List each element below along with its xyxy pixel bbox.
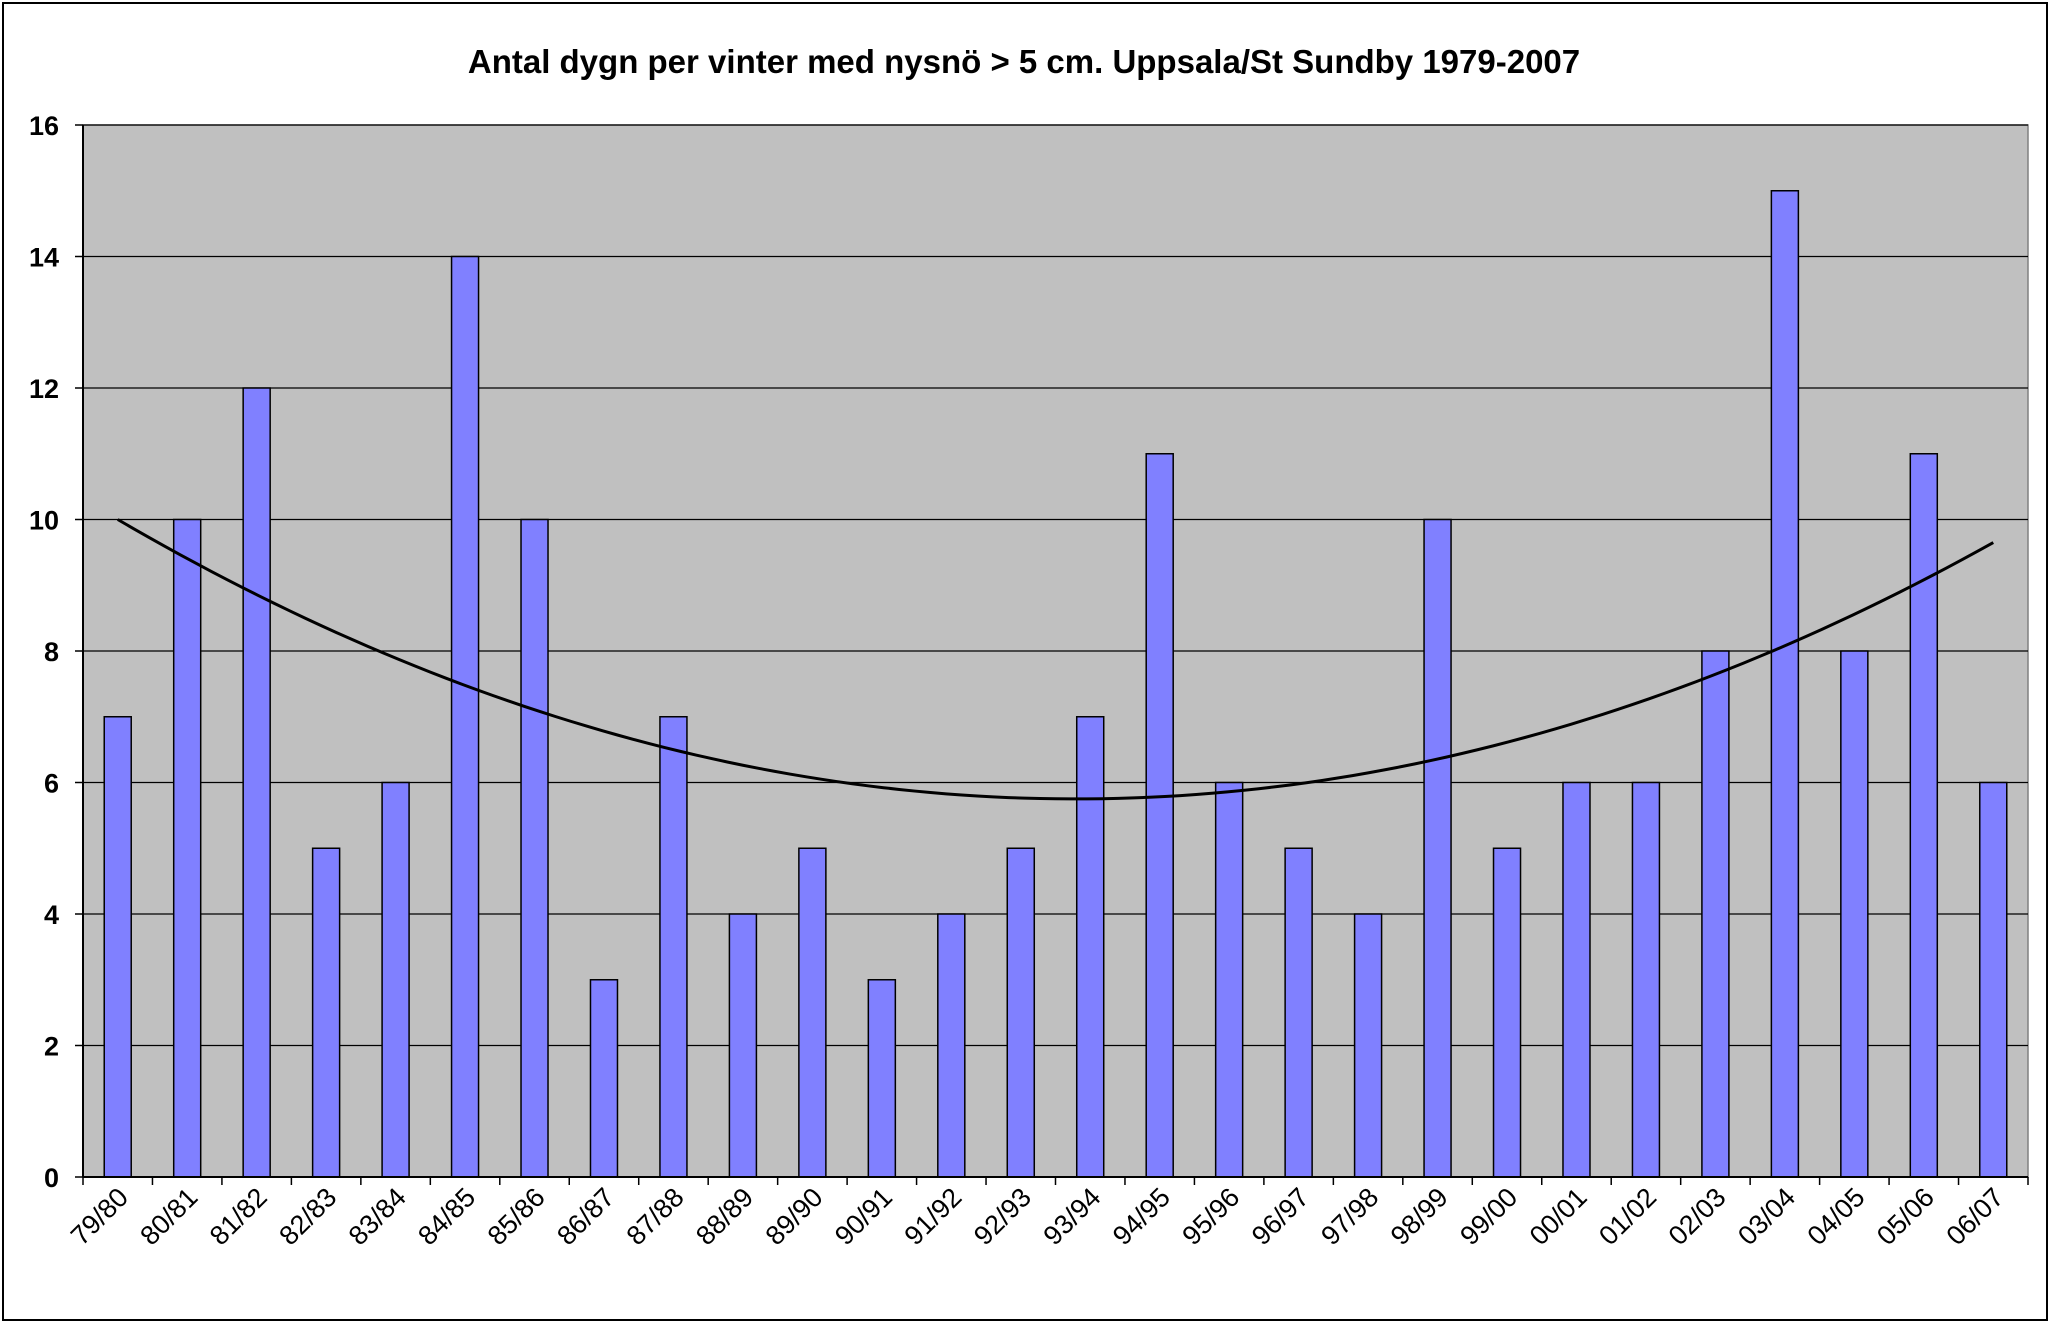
bar-02/03 bbox=[1701, 650, 1730, 1178]
x-tick-label: 03/04 bbox=[1732, 1182, 1801, 1251]
x-tick-label: 79/80 bbox=[65, 1182, 134, 1251]
bar-83/84 bbox=[381, 781, 410, 1178]
bar-95/96 bbox=[1214, 781, 1244, 1178]
bar-94/95 bbox=[1145, 453, 1174, 1178]
x-tick-label: 90/91 bbox=[829, 1182, 898, 1251]
x-tick-label: 04/05 bbox=[1802, 1182, 1871, 1251]
y-tick-label: 4 bbox=[44, 900, 59, 930]
x-tick-label: 05/06 bbox=[1871, 1182, 1940, 1251]
x-tick-label: 93/94 bbox=[1037, 1182, 1106, 1251]
bar-93/94 bbox=[1075, 716, 1105, 1178]
x-tick-label: 01/02 bbox=[1593, 1182, 1662, 1251]
chart-title: Antal dygn per vinter med nysnö > 5 cm. … bbox=[468, 43, 1580, 80]
x-tick-label: 80/81 bbox=[134, 1182, 203, 1251]
y-tick-labels: 0 2 4 6 8 10 12 14 16 bbox=[29, 111, 59, 1193]
x-tick-label: 91/92 bbox=[899, 1182, 968, 1251]
x-tick-label: 94/95 bbox=[1107, 1182, 1176, 1251]
bar-90/91 bbox=[867, 979, 897, 1178]
x-tick-labels: 79/80 80/81 81/82 82/83 83/84 84/85 85/86 86/87… bbox=[65, 1182, 2010, 1251]
axes bbox=[75, 124, 2029, 1185]
x-tick-label: 85/86 bbox=[482, 1182, 551, 1251]
bar-96/97 bbox=[1284, 847, 1313, 1178]
bar-05/06 bbox=[1909, 453, 1939, 1178]
bar-98/99 bbox=[1423, 518, 1452, 1178]
x-tick-label: 87/88 bbox=[621, 1182, 690, 1251]
bar-89/90 bbox=[798, 847, 827, 1178]
bar-01/02 bbox=[1631, 781, 1661, 1178]
x-tick-label: 88/89 bbox=[690, 1182, 759, 1251]
y-tick-label: 14 bbox=[29, 243, 59, 273]
x-tick-label: 89/90 bbox=[760, 1182, 829, 1251]
bar-91/92 bbox=[937, 913, 966, 1178]
y-tick-label: 0 bbox=[44, 1163, 59, 1193]
x-tick-label: 86/87 bbox=[551, 1182, 620, 1251]
x-tick-label: 96/97 bbox=[1246, 1182, 1315, 1251]
bar-92/93 bbox=[1006, 847, 1036, 1178]
bar-84/85 bbox=[450, 255, 480, 1178]
x-tick-label: 00/01 bbox=[1524, 1182, 1593, 1251]
y-tick-label: 10 bbox=[29, 506, 59, 536]
bar-85/86 bbox=[520, 518, 549, 1178]
x-tick-label: 95/96 bbox=[1176, 1182, 1245, 1251]
bar-06/07 bbox=[1979, 781, 2008, 1178]
x-tick-label: 99/00 bbox=[1454, 1182, 1523, 1251]
x-tick-label: 06/07 bbox=[1941, 1182, 2010, 1251]
x-tick-label: 82/83 bbox=[273, 1182, 342, 1251]
bar-03/04 bbox=[1770, 190, 1800, 1178]
bar-99/00 bbox=[1492, 847, 1522, 1178]
x-tick-label: 83/84 bbox=[343, 1182, 412, 1251]
x-tick-label: 84/85 bbox=[412, 1182, 481, 1251]
bar-97/98 bbox=[1353, 913, 1383, 1178]
trendline bbox=[116, 518, 1994, 801]
y-tick-label: 2 bbox=[44, 1032, 59, 1062]
bar-79/80 bbox=[103, 716, 132, 1178]
bar-04/05 bbox=[1840, 650, 1869, 1178]
x-tick-label: 02/03 bbox=[1663, 1182, 1732, 1251]
bar-86/87 bbox=[589, 979, 619, 1178]
y-tick-label: 6 bbox=[44, 769, 59, 799]
bar-88/89 bbox=[728, 913, 758, 1178]
x-tick-label: 97/98 bbox=[1315, 1182, 1384, 1251]
bar-00/01 bbox=[1562, 781, 1591, 1178]
y-tick-label: 8 bbox=[44, 637, 59, 667]
bar-80/81 bbox=[172, 518, 202, 1178]
x-tick-label: 92/93 bbox=[968, 1182, 1037, 1251]
y-tick-label: 16 bbox=[29, 111, 59, 141]
bar-82/83 bbox=[311, 847, 341, 1178]
y-tick-label: 12 bbox=[29, 374, 59, 404]
x-tick-label: 81/82 bbox=[204, 1182, 273, 1251]
bar-87/88 bbox=[659, 716, 688, 1178]
x-tick-label: 98/99 bbox=[1385, 1182, 1454, 1251]
bar-81/82 bbox=[242, 387, 271, 1178]
